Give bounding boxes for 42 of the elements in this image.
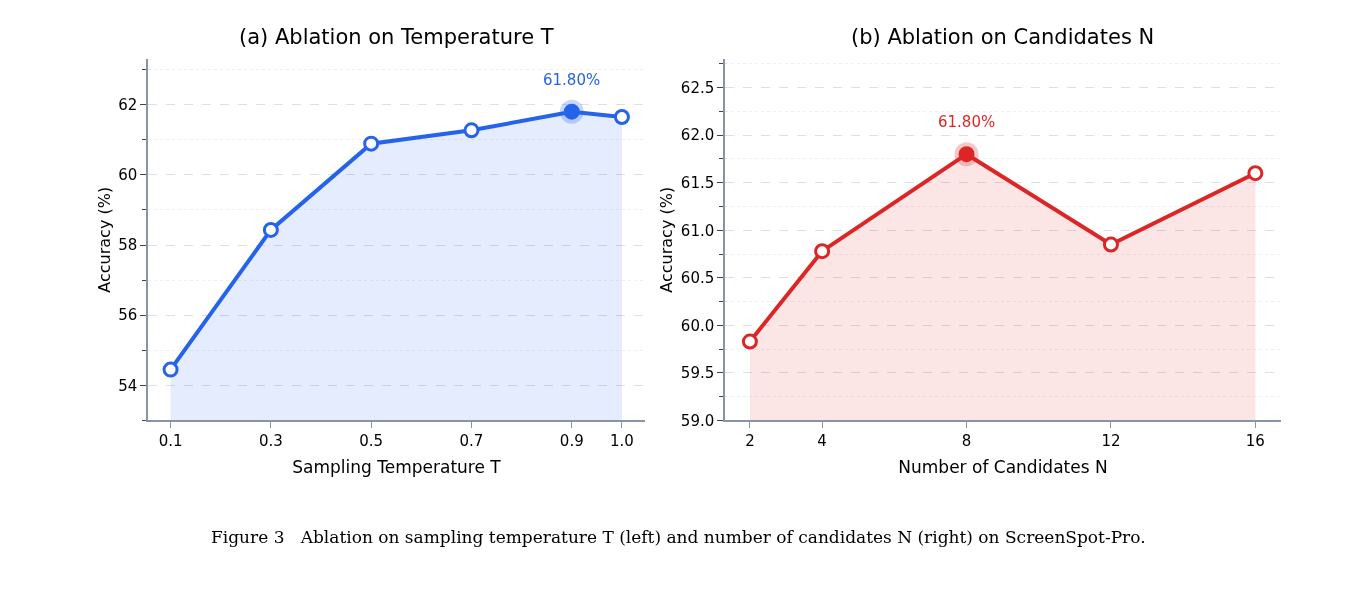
y-tick-label: 60.5 bbox=[680, 269, 715, 288]
x-tick-label: 0.3 bbox=[258, 432, 283, 451]
y-tick-label: 61.0 bbox=[680, 221, 715, 240]
y-tick-label: 62 bbox=[118, 95, 138, 114]
y-tick-label: 62.5 bbox=[680, 78, 715, 97]
point bbox=[162, 361, 179, 378]
y-tick-label: 56 bbox=[118, 306, 138, 325]
chart-title: (b) Ablation on Candidates N bbox=[851, 25, 1155, 49]
caption: Figure 3 Ablation on sampling temperature T (left) and number of candidates N (right) on ScreenSpot-Pro. bbox=[211, 527, 1146, 547]
y-axis-title: Accuracy (%) bbox=[657, 186, 677, 293]
y-tick-label: 59.0 bbox=[680, 411, 715, 430]
y-tick-label: 54 bbox=[118, 376, 138, 395]
point bbox=[741, 333, 758, 350]
x-tick-label: 0.9 bbox=[559, 432, 584, 451]
x-tick-label: 8 bbox=[961, 432, 972, 451]
point bbox=[363, 135, 380, 152]
point bbox=[463, 122, 480, 139]
point bbox=[1247, 165, 1264, 182]
x-tick-label: 12 bbox=[1101, 432, 1121, 451]
y-tick-label: 62.0 bbox=[680, 126, 715, 145]
annotation: 61.80% bbox=[543, 71, 601, 89]
x-axis-title: Sampling Temperature T bbox=[292, 457, 502, 478]
point bbox=[814, 243, 831, 260]
x-tick-label: 0.5 bbox=[359, 432, 384, 451]
point bbox=[1102, 236, 1119, 253]
point bbox=[613, 108, 630, 125]
y-tick-label: 60 bbox=[118, 166, 138, 185]
x-tick-label: 2 bbox=[745, 432, 755, 451]
x-tick-label: 4 bbox=[817, 432, 827, 451]
x-tick-label: 0.1 bbox=[158, 432, 183, 451]
x-tick-label: 16 bbox=[1245, 432, 1265, 451]
y-tick-label: 61.5 bbox=[680, 173, 715, 192]
point bbox=[262, 221, 279, 238]
y-tick-label: 58 bbox=[118, 236, 138, 255]
x-tick-label: 1.0 bbox=[610, 432, 634, 451]
chart-title: (a) Ablation on Temperature T bbox=[239, 25, 554, 49]
y-tick-label: 60.0 bbox=[680, 316, 715, 335]
y-axis-title: Accuracy (%) bbox=[94, 186, 114, 293]
annotation: 61.80% bbox=[938, 113, 996, 131]
x-axis-title: Number of Candidates N bbox=[898, 457, 1108, 478]
y-tick-label: 59.5 bbox=[680, 364, 715, 383]
x-tick-label: 0.7 bbox=[459, 432, 484, 451]
